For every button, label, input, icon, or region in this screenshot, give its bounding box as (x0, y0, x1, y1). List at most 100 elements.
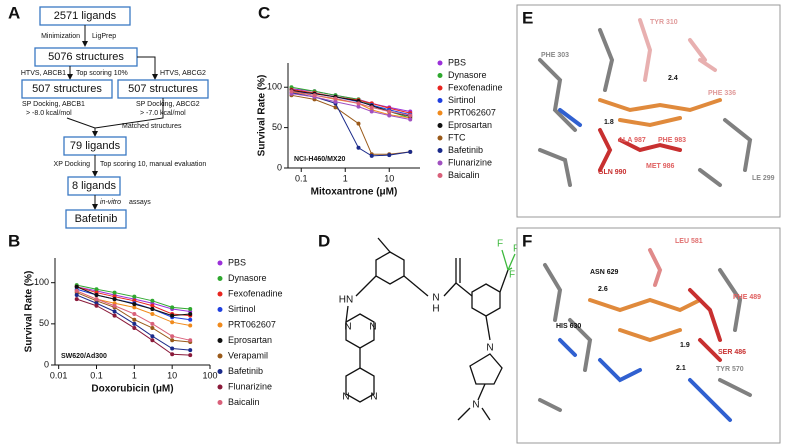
data-point (74, 288, 79, 293)
data-point (94, 303, 99, 308)
legend-marker (217, 369, 223, 374)
y-tick-label: 100 (34, 277, 49, 287)
data-point (356, 101, 361, 106)
atom: N (432, 293, 439, 304)
data-point (150, 338, 155, 343)
data-point (132, 311, 137, 316)
residue-label: SER 486 (718, 349, 746, 356)
y-tick-label: 50 (39, 318, 49, 328)
legend-label: PRT062607 (228, 319, 276, 329)
legend-label: PBS (228, 257, 246, 267)
step: Minimization (41, 33, 80, 40)
data-point (387, 109, 392, 114)
step: Matched structures (122, 123, 182, 130)
x-tick-label: 1 (132, 370, 137, 380)
legend-label: Eprosartan (228, 335, 272, 345)
legend-label: Fexofenadine (228, 288, 283, 298)
node-box (65, 209, 127, 229)
legend-label: Sirtinol (448, 95, 476, 105)
x-axis-label: Mitoxantrone (μM) (311, 187, 398, 198)
complex-f: F LEU 581 ASN 629 2.6 HIS 630 PHE 489 SE… (516, 227, 781, 444)
data-point (170, 352, 175, 357)
legend-marker (437, 148, 443, 153)
data-point (369, 153, 374, 158)
residue-label: HIS 630 (556, 323, 581, 330)
residue-label: LEU 581 (675, 238, 703, 245)
legend-label: Flunarizine (228, 381, 272, 391)
legend-marker (217, 384, 223, 390)
atom: HN (339, 295, 353, 306)
node: 8 ligands (72, 180, 117, 192)
atom: H (432, 304, 439, 315)
step: HTVS, ABCB1 (21, 70, 66, 77)
data-point (188, 323, 193, 328)
legend-marker (217, 260, 223, 266)
data-point (356, 145, 361, 150)
atom: F (497, 239, 503, 250)
step: SP Docking, ABCB1 (22, 101, 85, 108)
annotation: NCI-H460/MX20 (294, 156, 345, 163)
legend-marker (217, 322, 223, 328)
step: XP Docking (54, 161, 91, 168)
node-box (21, 79, 113, 99)
residue-label: TYR 570 (716, 366, 744, 373)
node: 79 ligands (70, 140, 121, 152)
data-point (188, 353, 193, 358)
x-tick-label: 0.1 (90, 370, 103, 380)
data-point (387, 113, 392, 118)
data-point (112, 313, 117, 318)
y-tick-label: 0 (277, 162, 282, 172)
residue-label: ASN 629 (590, 269, 619, 276)
panel-label: D (318, 231, 330, 250)
node-box (67, 176, 121, 196)
legend-label: FTC (448, 132, 466, 142)
node: 5076 structures (48, 51, 124, 63)
data-point (132, 294, 137, 299)
legend-marker (217, 400, 223, 405)
legend-marker (217, 307, 223, 312)
legend-label: Sirtinol (228, 304, 256, 314)
x-tick-label: 0.01 (50, 370, 68, 380)
y-axis-label: Survival Rate (%) (24, 271, 35, 353)
atom: N (369, 322, 376, 333)
data-point (170, 334, 175, 339)
y-axis-label: Survival Rate (%) (257, 75, 268, 157)
data-point (94, 297, 99, 302)
data-point (132, 325, 137, 330)
legend-label: Fexofenadine (448, 82, 503, 92)
atom: N (472, 400, 479, 411)
x-tick-label: 100 (202, 370, 217, 380)
legend-label: Baicalin (448, 170, 480, 180)
data-point (408, 117, 413, 122)
step: assays (129, 199, 151, 206)
panel-label: A (8, 3, 20, 22)
data-point (188, 317, 193, 322)
data-point (188, 311, 193, 316)
residue-label: MET 986 (646, 163, 675, 170)
distance-label: 1.9 (680, 342, 690, 349)
y-tick-label: 100 (267, 82, 282, 92)
distance-label: 2.6 (598, 286, 608, 293)
data-point (333, 96, 338, 101)
legend-label: Dynasore (448, 70, 487, 80)
data-point (112, 290, 117, 295)
legend-marker (217, 353, 223, 359)
data-point (369, 109, 374, 114)
atom: F (513, 244, 519, 255)
node: Bafetinib (75, 213, 118, 225)
atom: N (344, 322, 351, 333)
legend-label: PRT062607 (448, 107, 496, 117)
residue-label: ALA 987 (618, 137, 646, 144)
data-point (132, 302, 137, 307)
data-point (333, 99, 338, 104)
data-point (150, 303, 155, 308)
legend-marker (437, 60, 443, 66)
data-point (150, 325, 155, 330)
data-point (150, 334, 155, 339)
residue-label: LE 299 (752, 175, 775, 182)
data-point (74, 293, 79, 298)
data-point (387, 153, 392, 158)
panel-label: E (522, 8, 533, 27)
legend-marker (437, 85, 443, 91)
